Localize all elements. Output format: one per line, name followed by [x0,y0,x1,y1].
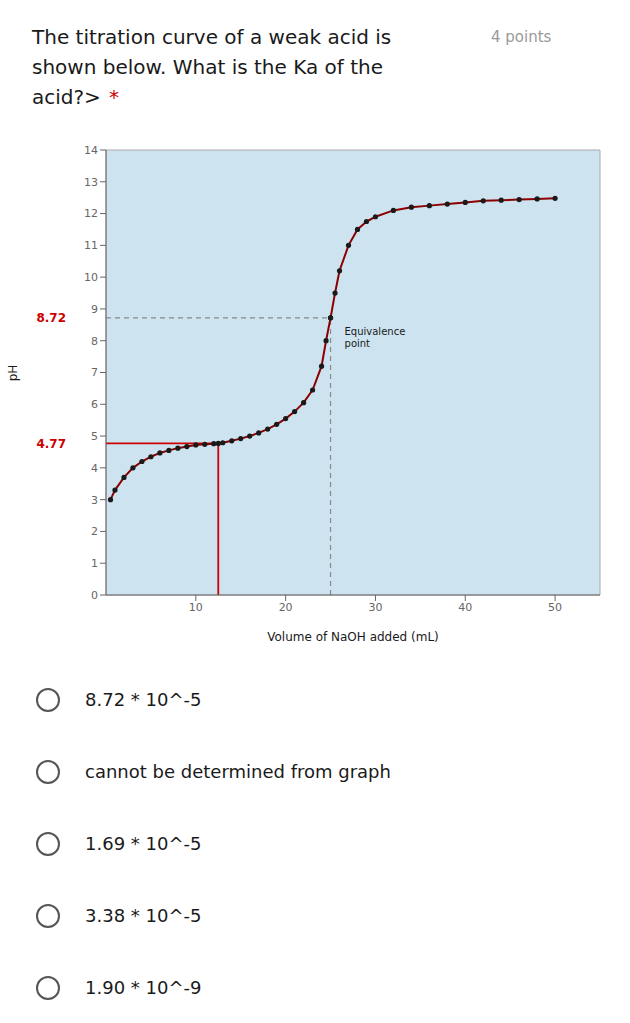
svg-text:2: 2 [91,525,98,538]
svg-text:11: 11 [84,239,98,252]
svg-text:12: 12 [84,207,98,220]
svg-text:30: 30 [368,601,382,614]
svg-text:14: 14 [84,144,98,157]
svg-text:7: 7 [91,366,98,379]
html-text:The titration curve of a weak: The titration curve of a weak acid is [32,25,392,49]
svg-text:1: 1 [91,557,98,570]
svg-text:20: 20 [279,601,293,614]
svg-text:6: 6 [91,398,98,411]
html-text:4 points: 4 points [491,28,552,46]
svg-text:5: 5 [91,430,98,443]
svg-text:4.77: 4.77 [36,437,66,451]
svg-text:9: 9 [91,303,98,316]
svg-text:Equivalencepoint: Equivalencepoint [345,326,406,349]
svg-text:0: 0 [91,589,98,602]
svg-text:8: 8 [91,335,98,348]
svg-text:Volume of NaOH added (mL): Volume of NaOH added (mL) [267,630,439,644]
html-text:1.90 * 10^-9: 1.90 * 10^-9 [85,977,202,998]
html-text:pH: pH [6,364,20,381]
html-text:1.69 * 10^-5: 1.69 * 10^-5 [85,833,202,854]
svg-text:40: 40 [458,601,472,614]
svg-text:8.72: 8.72 [36,311,66,325]
svg-text:50: 50 [548,601,562,614]
svg-text:4: 4 [91,462,98,475]
svg-text:13: 13 [84,176,98,189]
html-text:3.38 * 10^-5: 3.38 * 10^-5 [85,905,202,926]
svg-text:10: 10 [189,601,203,614]
html-text:8.72 * 10^-5: 8.72 * 10^-5 [85,689,202,710]
html-text:acid?> *: acid?> * [32,85,119,109]
svg-text:3: 3 [91,494,98,507]
svg-text:10: 10 [84,271,98,284]
html-text:cannot be determined from grap: cannot be determined from graph [85,761,391,782]
html-text:shown below. What is the Ka of: shown below. What is the Ka of the [32,55,383,79]
